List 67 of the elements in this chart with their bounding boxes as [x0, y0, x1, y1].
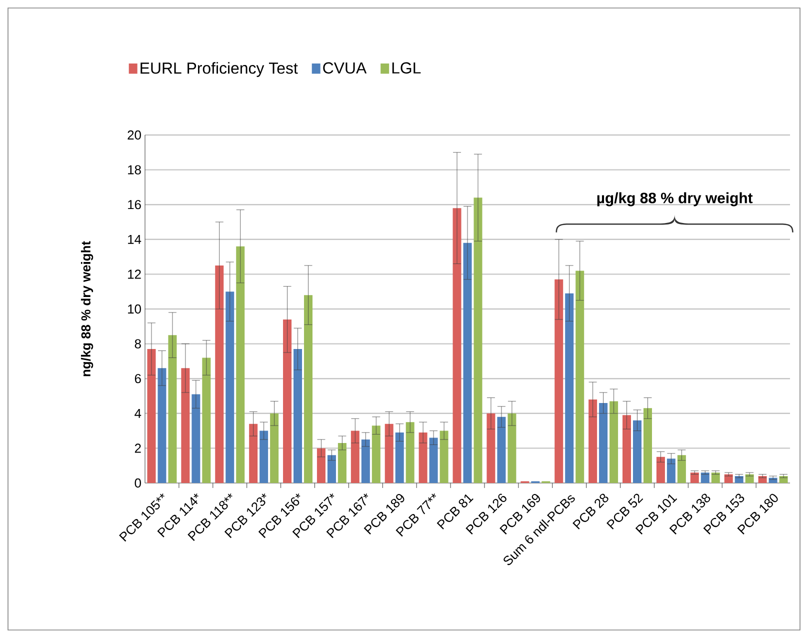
legend-label: EURL Proficiency Test — [140, 62, 298, 77]
bar — [202, 358, 211, 483]
bar — [486, 413, 496, 483]
bar — [418, 432, 428, 483]
bar — [758, 476, 767, 483]
bar — [236, 246, 245, 483]
y-axis-title: ng/kg 88 % dry weight — [80, 241, 94, 376]
bar — [632, 420, 642, 483]
bar — [304, 295, 313, 483]
y-tick-label: 16 — [128, 200, 141, 210]
bar — [440, 430, 448, 483]
bar — [192, 394, 200, 483]
bar — [226, 292, 234, 483]
bar — [452, 208, 462, 483]
bar — [215, 265, 224, 483]
bar — [599, 402, 608, 483]
bar — [643, 408, 652, 483]
y-tick-label: 8 — [134, 339, 141, 348]
bar — [711, 472, 720, 483]
bar — [463, 242, 472, 483]
bar — [395, 432, 404, 483]
bar — [270, 413, 279, 483]
bar — [158, 368, 166, 483]
bar — [361, 440, 370, 483]
bar — [181, 368, 190, 483]
bar — [429, 438, 438, 483]
bar — [260, 430, 268, 483]
y-tick-label: 12 — [128, 270, 141, 279]
bar — [576, 270, 584, 483]
bar — [554, 279, 564, 483]
bar — [338, 442, 346, 483]
bar — [677, 455, 686, 483]
annotation: µg/kg 88 % dry weight — [597, 192, 753, 206]
bar — [327, 455, 336, 483]
bar — [372, 426, 380, 483]
bar — [508, 413, 516, 483]
y-tick-label: 6 — [134, 374, 141, 384]
bar — [147, 349, 156, 483]
legend-label: CVUA — [323, 62, 367, 74]
bar — [350, 430, 360, 483]
bar — [622, 415, 631, 483]
bar — [588, 399, 598, 483]
bar — [734, 476, 744, 483]
bar — [294, 349, 302, 483]
y-tick-label: 2 — [134, 444, 141, 453]
legend-label: LGL — [392, 62, 421, 74]
y-tick-label: 20 — [128, 130, 141, 140]
bar — [384, 424, 394, 483]
y-tick-label: 0 — [134, 478, 141, 488]
bar — [779, 476, 788, 483]
bar — [249, 424, 258, 483]
bar — [700, 472, 710, 483]
y-tick-label: 10 — [128, 304, 141, 314]
y-tick-label: 18 — [128, 165, 141, 174]
bar — [316, 448, 326, 483]
bar — [406, 422, 414, 483]
bar — [168, 335, 177, 483]
bar — [474, 198, 482, 483]
bar — [283, 319, 292, 483]
bar — [656, 456, 665, 483]
bar — [666, 458, 676, 483]
y-tick-label: 4 — [134, 408, 142, 418]
bar — [610, 401, 618, 483]
bar — [565, 293, 574, 483]
y-tick-label: 14 — [128, 234, 142, 244]
bar — [497, 416, 506, 483]
bar — [690, 472, 699, 483]
